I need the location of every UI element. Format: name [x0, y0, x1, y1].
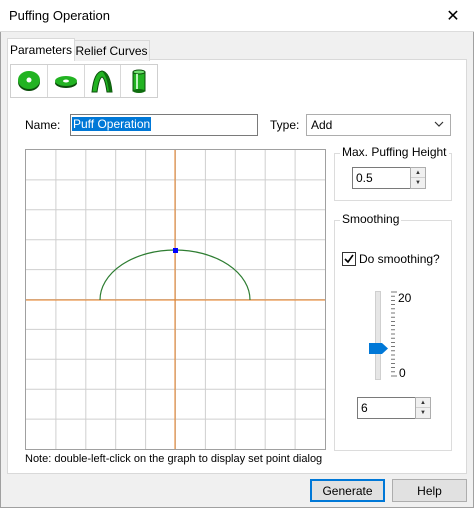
graph-canvas[interactable] [26, 150, 325, 449]
generate-button[interactable]: Generate [310, 479, 385, 502]
smoothing-value[interactable]: 6 [361, 401, 368, 415]
smoothing-group-title: Smoothing [340, 212, 402, 226]
slider-min-label: 0 [399, 366, 406, 380]
smoothing-slider-track[interactable] [375, 291, 381, 380]
checkmark-icon [344, 254, 354, 264]
ring-icon [54, 76, 77, 88]
shape-toolbar [10, 64, 158, 98]
max-height-group-title: Max. Puffing Height [340, 145, 449, 159]
cylinder-tool-button[interactable] [121, 65, 157, 97]
title-bar [0, 0, 474, 32]
name-input-value[interactable]: Puff Operation [72, 117, 152, 131]
close-button[interactable]: ✕ [432, 0, 474, 31]
set-point-handle[interactable] [173, 248, 178, 253]
cylinder-icon [132, 69, 146, 93]
type-select[interactable] [306, 114, 451, 136]
close-icon: ✕ [446, 7, 460, 25]
graph-note: Note: double-left-click on the graph to … [25, 453, 323, 465]
tab-relief-curves[interactable]: Relief Curves [73, 40, 150, 61]
max-height-spinner[interactable]: ▲ ▼ [410, 167, 426, 189]
smoothing-spinner[interactable]: ▲ ▼ [415, 397, 431, 419]
smoothing-checkbox-label[interactable]: Do smoothing? [359, 252, 440, 266]
smoothing-slider-thumb[interactable] [369, 343, 389, 354]
spin-up-icon[interactable]: ▲ [411, 168, 425, 178]
profile-graph[interactable] [25, 149, 326, 450]
help-button[interactable]: Help [392, 479, 467, 502]
disc-tool-button[interactable] [11, 65, 48, 97]
smoothing-slider-ticks [391, 291, 397, 377]
slider-max-label: 20 [398, 291, 412, 305]
tab-parameters[interactable]: Parameters [7, 38, 75, 61]
arch-icon [91, 70, 113, 93]
spin-down-icon[interactable]: ▼ [415, 179, 421, 186]
type-select-value[interactable]: Add [311, 118, 333, 132]
max-height-value[interactable]: 0.5 [356, 171, 373, 185]
window-title: Puffing Operation [9, 8, 110, 23]
ring-tool-button[interactable] [48, 65, 85, 97]
disc-icon [17, 71, 40, 91]
spin-down-icon[interactable]: ▼ [420, 409, 426, 416]
chevron-down-icon[interactable] [432, 116, 446, 132]
smoothing-checkbox[interactable] [342, 252, 356, 266]
type-label: Type: [270, 118, 300, 132]
name-label: Name: [25, 118, 61, 132]
arch-tool-button[interactable] [85, 65, 122, 97]
spin-up-icon[interactable]: ▲ [416, 398, 430, 408]
